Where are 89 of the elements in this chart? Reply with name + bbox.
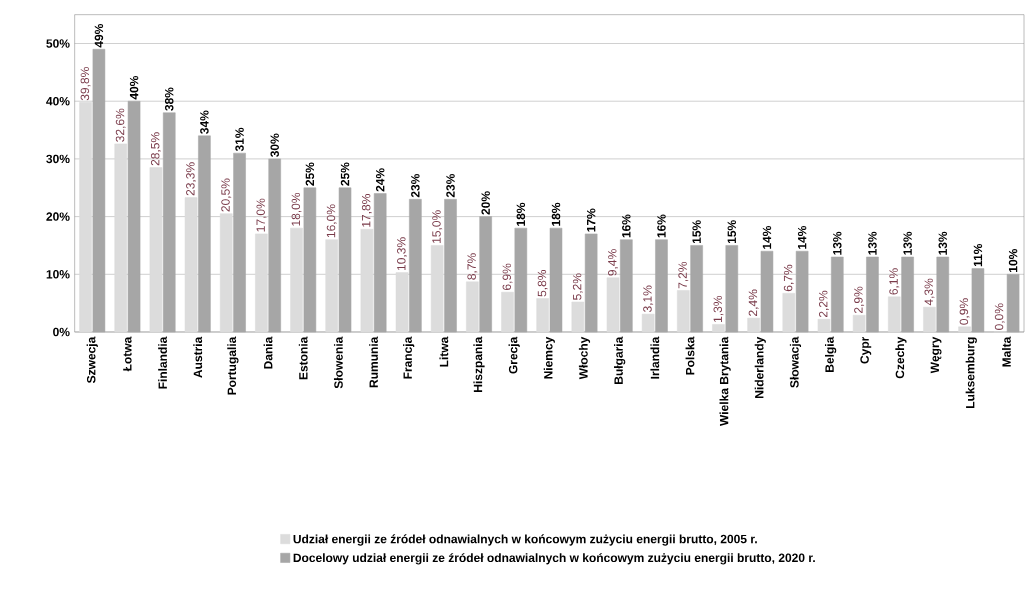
data-label: 18% [516,203,526,226]
x-tick-label: Belgia [825,336,837,373]
data-label: 30% [270,133,279,158]
y-tick-label: 20% [46,212,70,222]
data-label: 49% [94,24,104,48]
x-tick-label: Irlandia [650,336,660,379]
data-label: 11% [973,244,983,267]
data-label: 13% [868,231,877,255]
data-label: 2,2% [818,290,829,318]
data-label: 31% [235,128,244,152]
data-label: 17,8% [361,194,372,227]
x-tick-label: Dania [263,336,273,369]
legend-label: Udział energii ze źródeł odnawialnych w końcowym zużyciu energii brutto, 2005 r. [293,534,757,546]
x-tick-label: Austria [193,336,203,378]
data-label: 1,3% [713,296,724,323]
data-label: 39,8% [80,67,91,101]
x-tick-label: Łotwa [123,336,132,372]
data-label: 0,0% [994,303,1005,331]
x-tick-label: Wielka Brytania [719,336,731,427]
data-label: 10% [1008,249,1018,273]
y-tick-label: 30% [46,154,70,164]
data-label: 28,5% [150,132,161,166]
data-label: 14% [762,226,772,250]
data-label: 16% [657,214,666,238]
x-tick-label: Finlandia [158,336,167,389]
data-label: 23% [446,174,455,198]
x-tick-label: Francja [403,336,415,379]
data-label: 23,3% [186,162,197,196]
x-tick-label: Włochy [578,336,591,380]
x-tick-label: Niemcy [543,336,555,379]
data-label: 4,3% [924,278,935,306]
data-label: 23% [411,174,420,198]
y-tick-label: 40% [46,97,70,106]
x-tick-label: Luksemburg [965,337,977,409]
data-label: 18% [551,203,561,226]
data-label: 5,8% [537,270,548,297]
y-tick-label: 10% [46,270,70,279]
data-label: 34% [200,110,209,135]
x-tick-label: Grecja [508,336,520,374]
data-label: 32,6% [115,108,126,143]
x-tick-label: Niderlandy [754,336,766,399]
y-tick-label: 50% [46,39,70,48]
data-label: 20,5% [221,178,232,212]
data-label: 13% [903,231,912,255]
x-tick-label: Malta [1002,336,1011,367]
data-label: 6,7% [783,264,794,292]
data-label: 20% [481,191,490,215]
x-tick-label: Portugalia [227,336,239,395]
data-label: 38% [164,87,174,112]
x-tick-label: Litwa [439,336,449,367]
data-label: 8,7% [467,253,478,280]
data-label: 15% [727,220,737,244]
data-label: 16% [622,214,631,238]
x-tick-label: Estonia [298,336,308,380]
x-tick-label: Cypr [860,337,872,364]
data-label: 18,0% [291,193,302,226]
x-tick-label: Czechy [895,336,907,379]
data-label: 7,2% [678,262,689,289]
data-label: 6,9% [502,263,513,291]
data-label: 15,0% [432,210,443,244]
x-tick-label: Słowacja [789,336,802,388]
data-label: 40% [129,76,139,100]
data-label: 25% [340,162,350,186]
x-tick-label: Polska [685,336,695,375]
x-tick-label: Hiszpania [473,336,485,393]
x-tick-label: Szwecja [86,336,98,384]
data-label: 2,4% [748,289,759,317]
data-label: 13% [938,231,948,255]
data-label: 17,0% [256,198,267,232]
x-tick-label: Słowenia [333,336,343,389]
data-label: 25% [305,162,315,186]
data-label: 14% [797,226,807,250]
data-label: 5,2% [572,273,583,301]
x-tick-label: Bułgaria [614,336,626,385]
data-label: 24% [375,168,385,192]
data-label: 17% [586,208,596,232]
data-label: 16,0% [326,204,337,238]
data-label: 10,3% [397,237,407,271]
data-label: 2,9% [854,286,865,314]
data-label: 0,9% [959,298,970,325]
data-label: 15% [692,220,701,244]
data-label: 6,1% [889,268,900,295]
legend-label: Docelowy udział energii ze źródeł odnawialnych w końcowym zużyciu energii brutto, 2020 r. [293,553,815,565]
x-tick-label: Węgry [930,336,942,374]
x-tick-label: Rumunia [369,336,378,388]
data-label: 13% [833,231,842,255]
data-label: 3,1% [643,285,654,313]
y-tick-label: 0% [53,327,70,337]
data-label: 9,4% [608,249,618,276]
